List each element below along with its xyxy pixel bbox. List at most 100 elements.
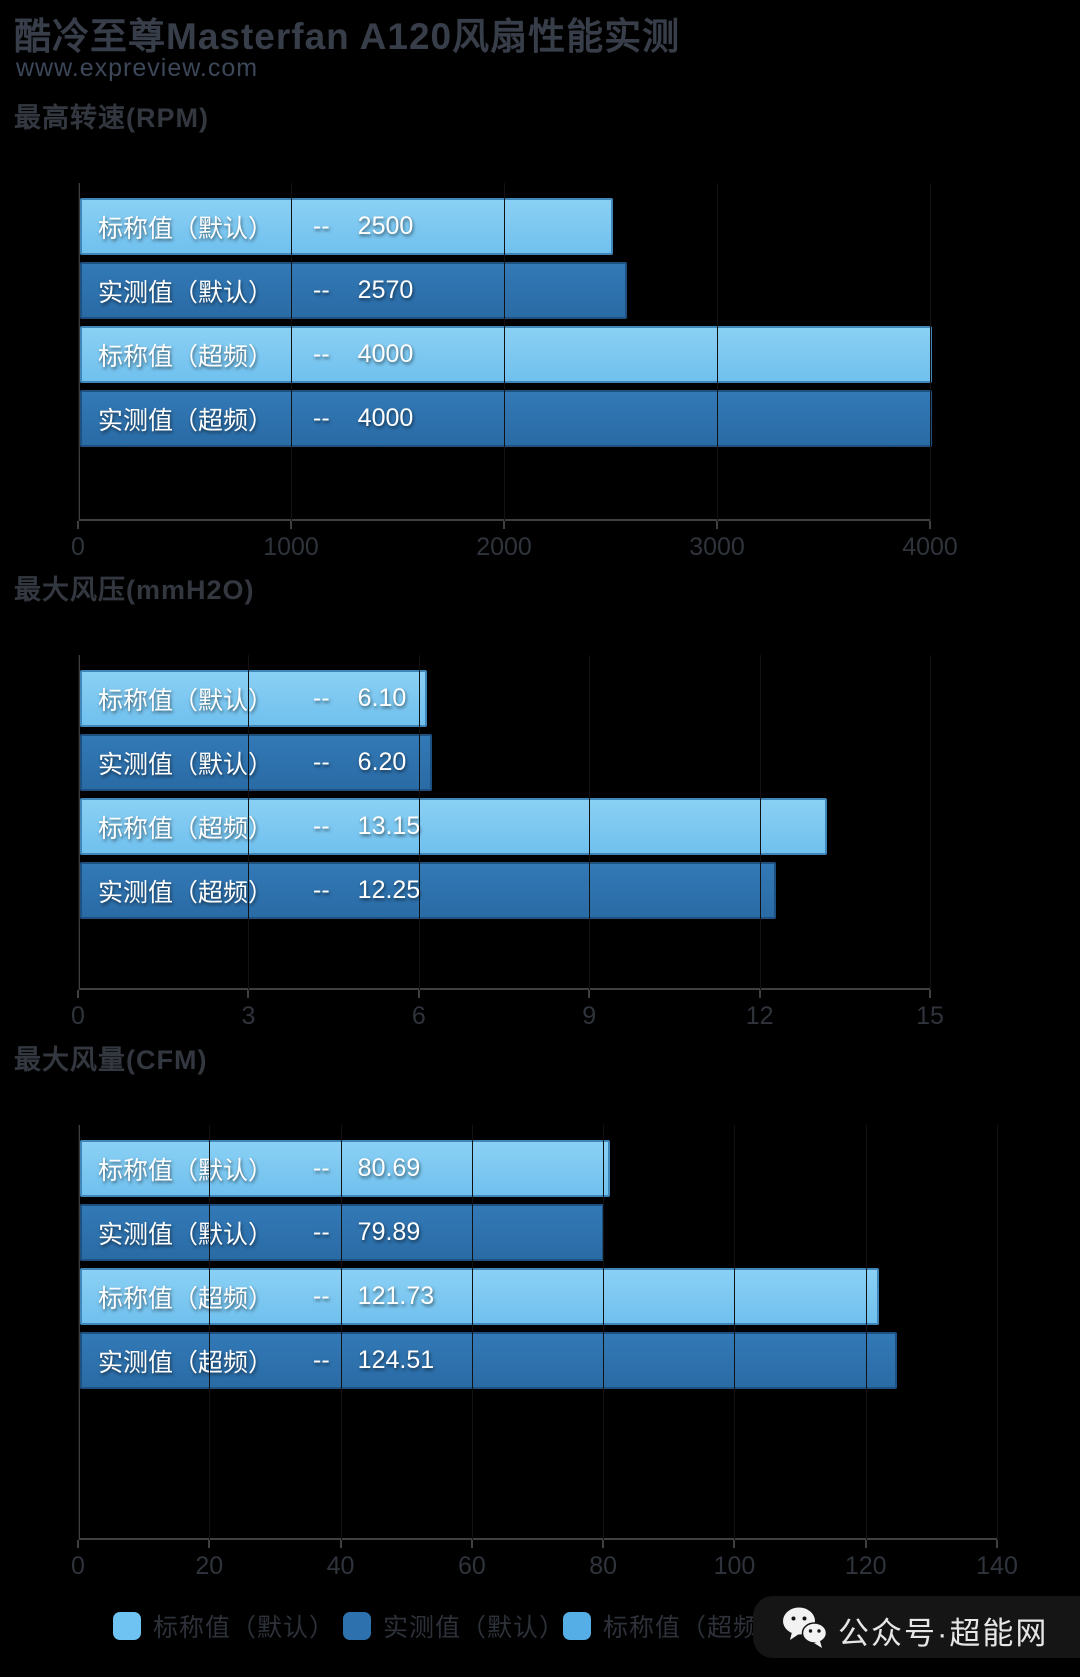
bar-value-label: 13.15 <box>357 812 421 840</box>
gridline <box>717 183 718 521</box>
bar-nominal-oc: 标称值（超频） -- 121.73 <box>80 1268 880 1325</box>
gridline <box>997 1125 998 1540</box>
legend-item-nominal-oc: 标称值（超频） <box>563 1608 785 1644</box>
bar-series-label: 实测值（超频） <box>98 406 274 435</box>
axis-tick-label: 100 <box>713 1552 756 1580</box>
axis-tick <box>716 521 718 529</box>
legend-item-measured-default: 实测值（默认） <box>343 1608 565 1644</box>
bar-value-label: 4000 <box>357 340 414 368</box>
bar-nominal-oc: 标称值（超频） -- 13.15 <box>80 798 827 855</box>
chart2-y-axis <box>78 655 80 990</box>
bar-series-label: 标称值（默认） <box>98 686 274 715</box>
chart3-y-axis <box>78 1125 80 1540</box>
axis-tick-label: 12 <box>745 1002 774 1030</box>
axis-tick-label: 120 <box>844 1552 887 1580</box>
axis-tick <box>339 1540 342 1548</box>
gridline <box>418 655 420 990</box>
bar-separator: -- <box>313 1218 330 1246</box>
gridline <box>589 655 591 990</box>
axis-tick <box>417 990 420 998</box>
axis-tick-label: 3000 <box>689 533 745 561</box>
bar-separator: -- <box>313 812 330 840</box>
chart2-plot-area: 标称值（默认） -- 6.10 实测值（默认） -- 6.20 标称值（超频） … <box>71 655 944 1030</box>
bar-value-label: 6.20 <box>357 748 407 776</box>
axis-tick <box>77 1540 79 1548</box>
gridline <box>340 1125 342 1540</box>
axis-tick <box>290 521 292 529</box>
bar-measured-default: 实测值（默认） -- 6.20 <box>80 734 433 791</box>
axis-tick <box>733 1540 736 1548</box>
bar-value-label: 2500 <box>357 212 414 240</box>
bar-series-label: 实测值（默认） <box>98 278 274 307</box>
chart2-x-axis <box>78 988 930 990</box>
chart3-x-axis <box>78 1538 997 1540</box>
bar-value-label: 6.10 <box>357 684 407 712</box>
axis-tick <box>208 1540 211 1548</box>
bar-value-label: 79.89 <box>357 1218 421 1246</box>
bar-separator: -- <box>313 404 330 432</box>
bar-value-label: 4000 <box>357 404 414 432</box>
gridline <box>759 655 761 990</box>
chart1-plot-area: 标称值（默认） -- 2500 实测值（默认） -- 2570 标称值（超频） … <box>71 183 958 561</box>
gridline <box>78 183 79 521</box>
bar-nominal-oc: 标称值（超频） -- 4000 <box>80 326 932 383</box>
gridline <box>291 183 292 521</box>
page-title: 酷冷至尊Masterfan A120风扇性能实测 <box>14 16 681 57</box>
bar-separator: -- <box>313 1282 330 1310</box>
gridline <box>209 1125 211 1540</box>
gridline <box>78 1125 79 1540</box>
bar-series-label: 实测值（默认） <box>98 1220 274 1249</box>
legend-label: 标称值（默认） <box>153 1614 336 1642</box>
axis-tick <box>996 1540 998 1548</box>
bar-series-label: 实测值（超频） <box>98 878 274 907</box>
axis-tick-label: 3 <box>241 1002 256 1030</box>
gridline <box>504 183 505 521</box>
bar-value-label: 2570 <box>357 276 414 304</box>
chart3-plot-area: 标称值（默认） -- 80.69 实测值（默认） -- 79.89 标称值（超频… <box>71 1125 1018 1580</box>
legend-swatch <box>343 1612 371 1640</box>
axis-tick <box>929 990 931 998</box>
axis-tick <box>588 990 591 998</box>
chart1-section-title: 最高转速(RPM) <box>14 103 209 133</box>
bar-value-label: 12.25 <box>357 876 421 904</box>
gridline <box>734 1125 736 1540</box>
axis-tick <box>864 1540 867 1548</box>
bar-separator: -- <box>313 876 330 904</box>
axis-tick-label: 0 <box>71 533 85 561</box>
axis-tick-label: 40 <box>326 1552 355 1580</box>
gridline <box>603 1125 605 1540</box>
axis-tick <box>77 990 79 998</box>
axis-tick <box>929 521 931 529</box>
axis-tick-label: 20 <box>195 1552 224 1580</box>
bar-value-label: 124.51 <box>357 1346 435 1374</box>
axis-tick-label: 0 <box>71 1002 85 1030</box>
legend-label: 实测值（默认） <box>383 1614 566 1642</box>
gridline <box>471 1125 473 1540</box>
axis-tick <box>503 521 505 529</box>
wechat-icon <box>783 1607 828 1648</box>
bar-separator: -- <box>313 340 330 368</box>
bar-nominal-default: 标称值（默认） -- 6.10 <box>80 670 427 727</box>
chart3-section-title: 最大风量(CFM) <box>14 1045 208 1075</box>
gridline <box>78 655 79 990</box>
axis-tick <box>758 990 761 998</box>
bar-measured-default: 实测值（默认） -- 79.89 <box>80 1204 605 1261</box>
bar-series-label: 标称值（默认） <box>98 214 274 243</box>
axis-tick <box>77 521 79 529</box>
bar-measured-oc: 实测值（超频） -- 4000 <box>80 390 932 447</box>
legend-swatch <box>113 1612 141 1640</box>
gridline <box>248 655 250 990</box>
bar-separator: -- <box>313 1346 330 1374</box>
axis-tick-label: 4000 <box>902 533 958 561</box>
bar-separator: -- <box>313 212 330 240</box>
gridline <box>865 1125 867 1540</box>
gridline <box>930 655 931 990</box>
axis-tick-label: 80 <box>589 1552 618 1580</box>
axis-tick-label: 15 <box>916 1002 944 1030</box>
bar-separator: -- <box>313 748 330 776</box>
axis-tick-label: 1000 <box>263 533 319 561</box>
bar-series-label: 标称值（超频） <box>98 814 274 843</box>
bar-series-label: 标称值（超频） <box>98 1284 274 1313</box>
axis-tick <box>602 1540 605 1548</box>
